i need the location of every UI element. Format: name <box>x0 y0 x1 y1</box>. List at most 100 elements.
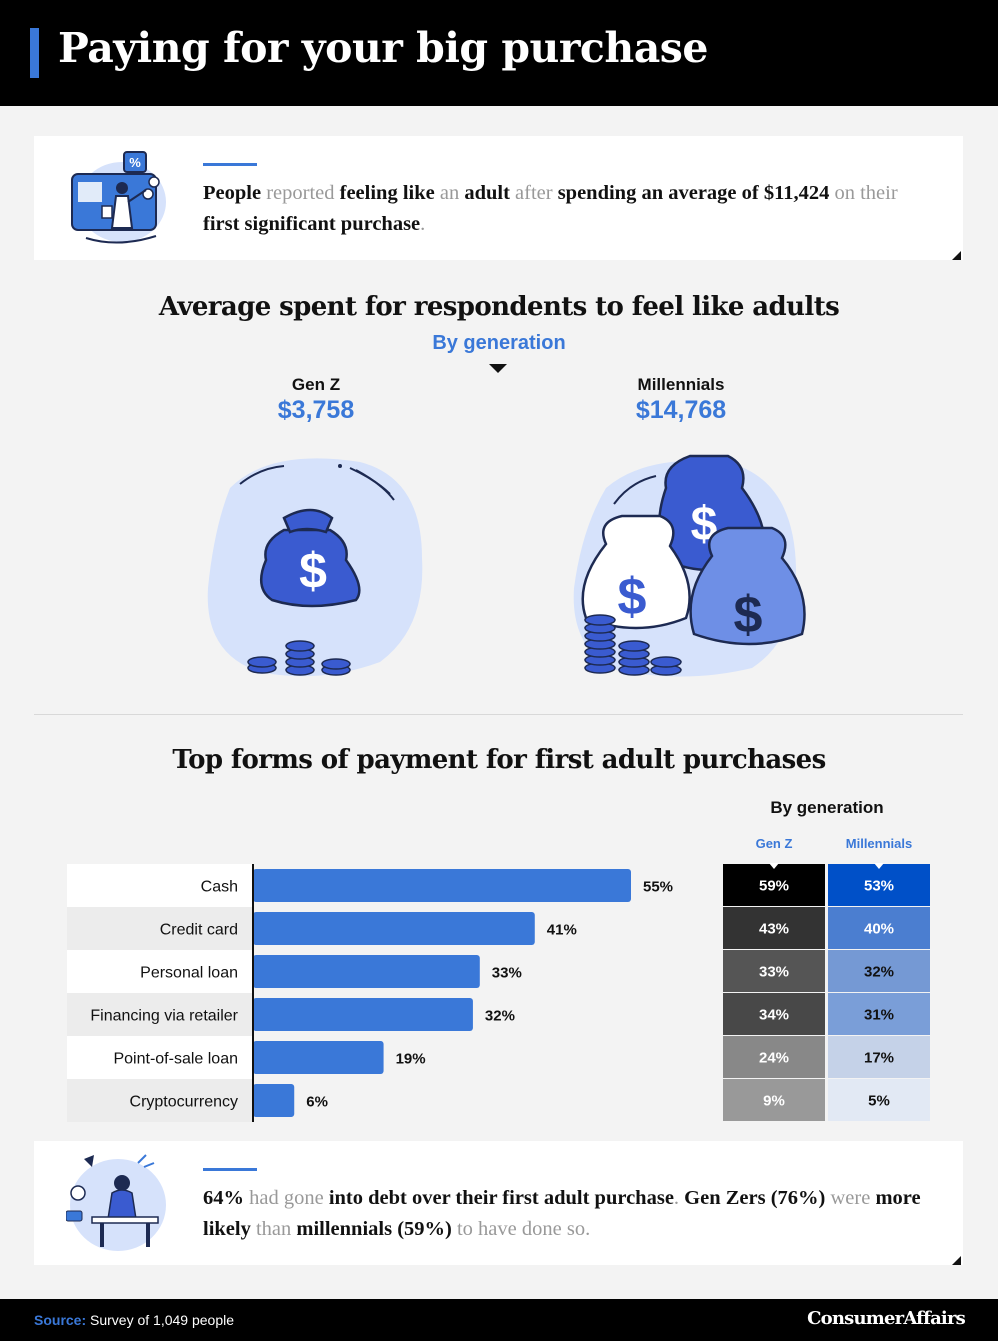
genz-pointer-icon <box>769 863 779 869</box>
by-generation-label: By generation <box>770 798 884 817</box>
footer: Source: Survey of 1,049 people ConsumerA… <box>0 1299 998 1341</box>
millennials-cell <box>828 993 930 1035</box>
stressed-person-desk-icon <box>66 1154 166 1251</box>
category-row-bg <box>67 993 253 1036</box>
emphasis-text: 64% <box>203 1187 244 1209</box>
category-row-bg <box>67 950 253 993</box>
body-text: after <box>509 182 558 204</box>
spend-section-subtitle: By generation <box>432 332 566 354</box>
emphasis-text: feeling like <box>339 182 435 204</box>
spend-section-title: Average spent for respondents to feel li… <box>158 292 840 322</box>
genz-cell <box>723 1079 825 1121</box>
genz-cell-value: 33% <box>759 964 789 981</box>
bar-value-label: 19% <box>396 1051 426 1068</box>
category-label: Credit card <box>160 922 238 939</box>
body-text: an <box>434 182 465 204</box>
header: Paying for your big purchase <box>0 0 998 106</box>
body-text: than <box>250 1218 297 1240</box>
category-label: Personal loan <box>140 965 238 982</box>
category-label: Cryptocurrency <box>130 1094 238 1111</box>
debt-statement: 64% had gone into debt over their first … <box>203 1183 923 1245</box>
millennials-cell-value: 40% <box>864 921 894 938</box>
body-text: reported <box>261 182 340 204</box>
bar <box>253 1041 384 1074</box>
debt-accent-line <box>203 1168 257 1171</box>
bar-value-label: 33% <box>492 965 522 982</box>
emphasis-text: Gen Zers (76%) <box>684 1187 826 1209</box>
genz-cell-value: 43% <box>759 921 789 938</box>
intro-card: % People reported feeling like an adult … <box>34 136 963 260</box>
millennials-cell-value: 53% <box>864 878 894 895</box>
bar-value-label: 55% <box>643 879 673 896</box>
bar-value-label: 32% <box>485 1008 515 1025</box>
shopper-dashboard-icon: % <box>71 151 166 244</box>
genz-cell <box>723 1036 825 1078</box>
category-row-bg <box>67 907 253 950</box>
millennials-cell-value: 17% <box>864 1050 894 1067</box>
payment-chart: Cash 55% 59% 53% Credit card 41% 43% 40% Persona… <box>67 863 930 1122</box>
svg-text:$: $ <box>618 568 647 626</box>
column-header-millennials: Millennials <box>845 836 913 851</box>
brand-logo: ConsumerAffairs <box>807 1308 966 1329</box>
column-header-genz: Gen Z <box>755 836 793 851</box>
body-text: . <box>420 213 426 235</box>
genz-cell-value: 59% <box>759 878 789 895</box>
debt-card: 64% had gone into debt over their first … <box>34 1141 963 1265</box>
bar-value-label: 6% <box>306 1094 328 1111</box>
emphasis-text: People <box>203 182 262 204</box>
section-divider <box>34 714 963 715</box>
genz-cell <box>723 950 825 992</box>
category-label: Cash <box>201 879 238 896</box>
corner-mark <box>952 1256 961 1265</box>
category-label: Financing via retailer <box>90 1008 238 1025</box>
millennials-cell <box>828 950 930 992</box>
bar-value-label: 41% <box>547 922 577 939</box>
category-row-bg <box>67 864 253 907</box>
genz-cell <box>723 993 825 1035</box>
body-text: were <box>825 1187 876 1209</box>
genz-cell-value: 34% <box>759 1007 789 1024</box>
millennials-cell-value: 5% <box>868 1093 890 1110</box>
millennials-cell <box>828 1036 930 1078</box>
millennials-cell-value: 32% <box>864 964 894 981</box>
page-title: Paying for your big purchase <box>58 24 708 72</box>
payment-section-title: Top forms of payment for first adult pur… <box>172 745 826 775</box>
genz-cell-value: 9% <box>763 1093 785 1110</box>
body-text: . <box>673 1187 685 1209</box>
svg-text:$: $ <box>299 543 327 599</box>
source-label: Source: <box>34 1312 87 1328</box>
millennials-label: Millennials <box>637 375 725 394</box>
source-text: Survey of 1,049 people <box>86 1312 235 1328</box>
svg-text:$: $ <box>734 586 763 644</box>
millennials-value: $14,768 <box>635 396 727 424</box>
source-note: Source: Survey of 1,049 people <box>34 1312 234 1328</box>
millennials-cell <box>828 907 930 949</box>
genz-label: Gen Z <box>291 375 341 394</box>
bar <box>253 1084 295 1117</box>
intro-statement: People reported feeling like an adult af… <box>203 178 923 240</box>
corner-mark <box>952 251 961 260</box>
genz-cell <box>723 864 825 906</box>
emphasis-text: spending an average of $11,424 <box>557 182 830 204</box>
millennials-cell-value: 31% <box>864 1007 894 1024</box>
down-arrow-icon <box>489 364 507 373</box>
bar <box>253 955 480 988</box>
body-text: on their <box>829 182 898 204</box>
svg-text:%: % <box>129 155 141 170</box>
emphasis-text: millennials (59%) <box>296 1218 452 1240</box>
genz-cell <box>723 907 825 949</box>
millennials-pointer-icon <box>874 863 884 869</box>
genz-value: $3,758 <box>277 396 355 424</box>
emphasis-text: adult <box>464 182 510 204</box>
bar <box>253 869 631 902</box>
title-accent-bar <box>30 28 39 78</box>
category-row-bg <box>67 1079 253 1122</box>
emphasis-text: into debt over their first adult purchas… <box>328 1187 674 1209</box>
category-row-bg <box>67 1036 253 1079</box>
bar <box>253 998 473 1031</box>
intro-accent-line <box>203 163 257 166</box>
body-text: had gone <box>244 1187 329 1209</box>
money-bags-icon: $ $ $ <box>573 454 806 677</box>
millennials-cell <box>828 1079 930 1121</box>
body-text: to have done so. <box>451 1218 591 1240</box>
